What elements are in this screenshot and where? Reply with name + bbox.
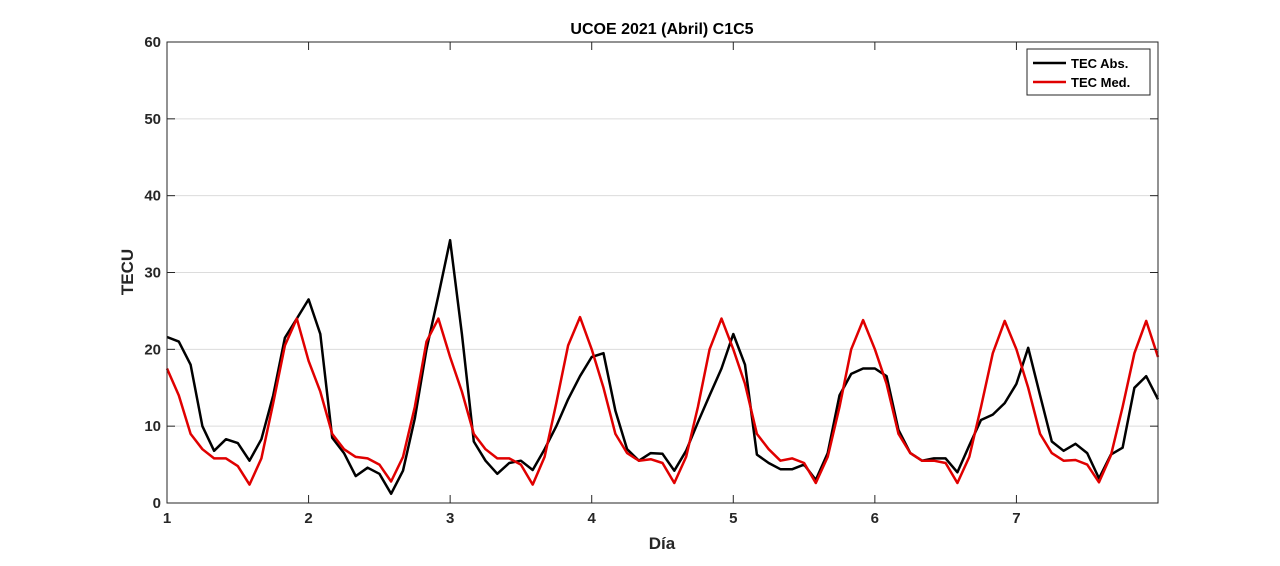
legend-label-tec-med: TEC Med.	[1071, 75, 1130, 90]
x-tick-label: 6	[871, 510, 879, 527]
x-axis-ticks: 1 2 3 4 5 6 7	[163, 42, 1021, 527]
y-tick-label: 10	[144, 418, 161, 435]
legend-label-tec-abs: TEC Abs.	[1071, 56, 1128, 71]
x-tick-label: 7	[1012, 510, 1020, 527]
x-tick-label: 5	[729, 510, 737, 527]
x-tick-label: 4	[588, 510, 597, 527]
legend-box	[1026, 48, 1151, 96]
series-line-0	[166, 238, 1160, 496]
series-lines	[165, 238, 1160, 496]
legend: TEC Abs. TEC Med.	[1026, 48, 1151, 96]
y-axis-ticks: 0 10 20 30 40 50 60	[144, 34, 1158, 512]
chart-title: UCOE 2021 (Abril) C1C5	[570, 21, 753, 38]
y-axis-label: TECU	[118, 249, 137, 295]
y-tick-label: 30	[144, 265, 161, 282]
x-tick-label: 1	[163, 510, 171, 527]
series-line-1	[165, 315, 1160, 486]
y-gridlines	[167, 118, 1158, 427]
x-tick-label: 3	[446, 510, 454, 527]
y-tick-label: 60	[144, 34, 161, 51]
x-tick-label: 2	[304, 510, 312, 527]
y-tick-label: 40	[144, 188, 161, 205]
y-tick-label: 50	[144, 111, 161, 128]
y-tick-label: 20	[144, 341, 161, 358]
x-axis-label: Día	[649, 534, 676, 553]
y-tick-label: 0	[153, 495, 161, 512]
